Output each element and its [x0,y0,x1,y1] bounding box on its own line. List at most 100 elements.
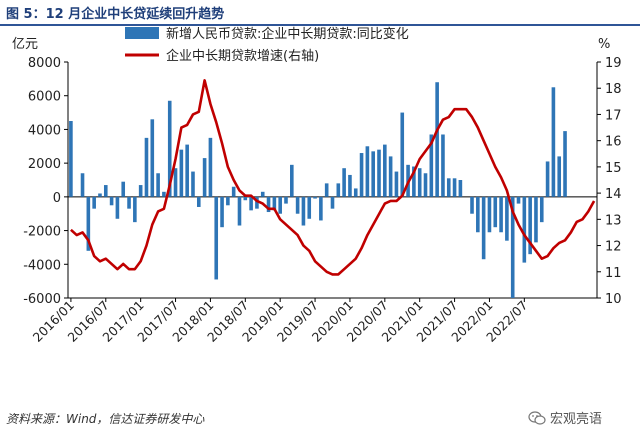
bar [231,186,236,197]
watermark: 宏观亮语 [528,408,602,427]
bar [220,196,224,228]
left-tick-label: -4000 [23,258,61,273]
right-tick-label: 12 [605,240,622,255]
bar [324,183,329,197]
bar [539,196,544,223]
bar [417,168,422,197]
right-tick-label: 11 [605,266,622,281]
bar [179,149,184,197]
left-tick-label: -6000 [23,292,61,307]
line-path [70,79,596,276]
bar [458,180,463,197]
bar [290,164,294,197]
right-tick-label: 15 [605,161,622,176]
bar [272,196,277,211]
bar [226,196,230,206]
right-tick-label: 18 [605,82,622,97]
bar [476,196,480,233]
bar [255,196,259,209]
bar [336,183,341,197]
bar [249,196,253,211]
bar-series [69,82,567,298]
bar [383,144,387,197]
bar [243,196,248,201]
right-tick-label: 17 [605,108,622,123]
right-tick-label: 14 [605,187,622,202]
left-tick-label: 2000 [28,157,61,172]
left-axis-unit: 亿元 [12,37,38,52]
bar [214,196,219,280]
right-tick-label: 16 [605,135,622,150]
legend-bar-label: 新增人民币贷款:企业中长期贷款:同比变化 [166,26,409,42]
bar [307,196,312,219]
bar [260,191,265,197]
bar [295,196,300,214]
bar [202,158,207,197]
bar [412,166,416,197]
bar [173,168,178,197]
bar [377,149,381,197]
bar [185,144,189,197]
bar [150,119,155,197]
left-tick-label: -2000 [23,225,61,240]
legend-line-label: 企业中长期贷款增速(右轴) [166,48,319,64]
bar [103,185,108,197]
right-tick-label: 13 [605,213,622,228]
bar [138,185,143,197]
bar [359,153,364,197]
legend-bar-swatch [125,27,159,39]
bar [330,196,335,209]
bar [69,121,73,197]
bar [342,168,346,197]
bar [167,100,172,197]
bar [510,196,515,298]
bar [208,137,213,197]
bar [563,131,567,197]
bar [470,196,474,214]
left-tick-label: 6000 [28,90,61,105]
x-axis: 2016/012016/072017/012017/072018/012018/… [30,298,531,345]
bar [196,196,201,207]
bar [156,173,160,197]
bar [109,196,114,206]
bar [435,82,439,197]
left-axis: -6000 -4000 -2000 0 2000 4000 6000 8000 [23,56,68,307]
figure-title: 图 5：12 月企业中长贷延续回升趋势 [6,7,225,22]
bar [365,146,370,197]
title-rule [0,24,640,26]
bar [505,196,509,241]
bar [557,156,562,197]
bar [400,112,405,197]
bar [86,196,91,251]
bar [284,196,288,204]
bar [121,181,126,197]
bar [534,196,538,243]
bar [441,134,445,197]
bar [92,196,96,209]
bar [80,173,85,197]
right-axis-unit: % [598,37,610,52]
left-tick-label: 4000 [28,123,61,138]
bar [499,196,503,233]
bar [144,137,149,197]
source-note: 资料来源：Wind，信达证券研发中心 [6,412,205,426]
line-series [70,79,596,276]
right-tick-label: 19 [605,56,622,71]
legend: 新增人民币贷款:企业中长期贷款:同比变化 企业中长期贷款增速(右轴) [125,26,409,64]
left-tick-label: 8000 [28,56,61,71]
bar [98,193,102,197]
bar [528,196,532,255]
bar [115,196,120,219]
bar [313,196,317,199]
bar [319,196,323,221]
bar [278,196,282,214]
bar [551,87,556,197]
right-axis: 10 11 12 13 14 15 16 17 18 19 [597,56,622,307]
bar [371,151,375,197]
watermark-text: 宏观亮语 [550,412,603,427]
bar [429,134,434,197]
bar [481,196,486,260]
bar [545,161,550,197]
bar [452,178,457,197]
